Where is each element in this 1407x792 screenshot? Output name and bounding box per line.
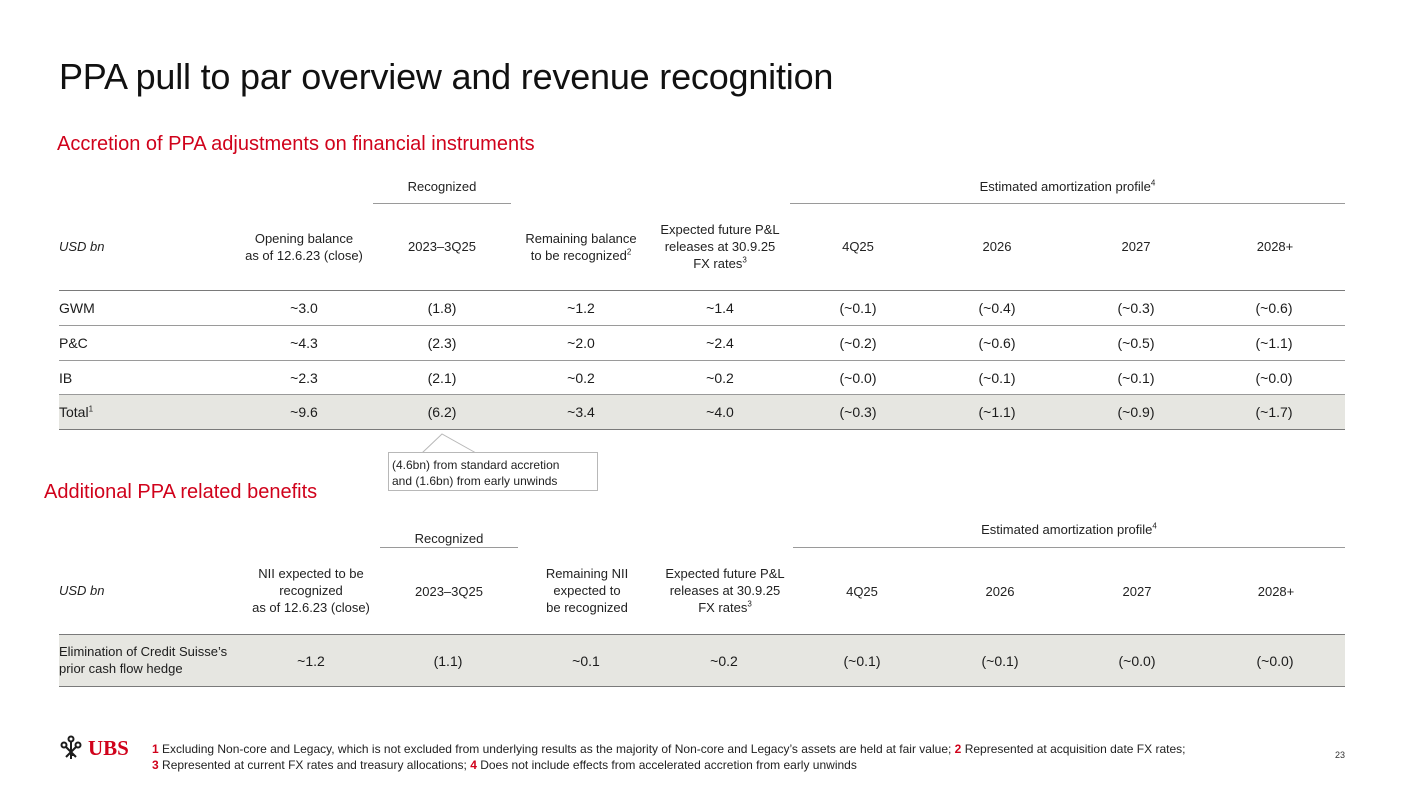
table-cell: (1.1) [433,653,463,669]
col-header-nii-expected: NII expected to be recognized as of 12.6.2… [252,566,370,615]
table-cell: (~0.0) [1118,653,1156,669]
footnotes: 1 Excluding Non-core and Legacy, which i… [152,742,1186,772]
row-label: Total1 [59,404,94,420]
group-header-recognized: Recognized [414,531,484,546]
table-cell: (~0.1) [843,653,881,669]
section-heading-additional: Additional PPA related benefits [44,481,318,503]
row-label: IB [59,370,73,386]
group-rule-estimated [793,547,1345,548]
table-cell: (2.3) [427,335,457,351]
table-cell: (~0.1) [1117,370,1155,386]
callout-pointer [421,433,477,454]
table-cell: (2.1) [427,370,457,386]
table-cell: (~0.2) [839,335,877,351]
col-header-remaining-nii: Remaining NII expected to be recognized [545,566,629,615]
table-cell: ~1.4 [706,300,734,316]
table-cell: (~0.3) [1117,300,1155,316]
col-header-4q25: 4Q25 [846,584,878,599]
row-label-cash-flow-hedge: Elimination of Credit Suisse’s prior cash… [59,644,228,676]
group-header-estimated: Estimated amortization profile4 [981,521,1157,537]
table-cell: (~1.1) [978,404,1016,420]
data-row-background [59,635,1345,686]
unit-label: USD bn [59,583,105,598]
table-cell: ~1.2 [567,300,595,316]
table-cell: (~0.1) [839,300,877,316]
callout-box: (4.6bn) from standard accretion and (1.6… [388,452,598,491]
table-cell: ~4.3 [290,335,318,351]
row-divider [59,394,1345,395]
table-cell: (~0.9) [1117,404,1155,420]
table-cell: (~0.0) [1255,370,1293,386]
table-cell: ~3.4 [567,404,595,420]
header-divider [59,290,1345,291]
table-cell: (~0.5) [1117,335,1155,351]
table-cell: (~0.3) [839,404,877,420]
table-cell: (~1.1) [1255,335,1293,351]
table-cell: ~0.1 [572,653,600,669]
col-header-recognized-period: 2023–3Q25 [408,239,476,254]
total-row-background [59,395,1345,429]
group-header-estimated: Estimated amortization profile4 [979,178,1156,194]
table-cell: (~0.0) [839,370,877,386]
table-cell: ~0.2 [567,370,595,386]
table-cell: ~2.4 [706,335,734,351]
table-cell: ~4.0 [706,404,734,420]
table-cell: (~0.1) [978,370,1016,386]
col-header-recognized-period: 2023–3Q25 [415,584,483,599]
col-header-2026: 2026 [982,239,1012,254]
table-cell: ~2.0 [567,335,595,351]
col-header-2028-plus: 2028+ [1256,239,1294,254]
logo-text: UBS [88,735,129,760]
group-rule-estimated [790,203,1345,204]
keys-icon [60,735,82,759]
table-cell: (6.2) [427,404,457,420]
callout-line: (4.6bn) from standard accretion [392,458,560,472]
unit-label: USD bn [59,239,105,254]
col-header-2026: 2026 [985,584,1015,599]
table-cell: ~3.0 [290,300,318,316]
row-label: P&C [59,335,88,351]
section-heading-accretion: Accretion of PPA adjustments on financia… [57,133,535,155]
table-cell: (~0.0) [1256,653,1294,669]
row-divider [59,325,1345,326]
ubs-logo: UBS [59,735,129,761]
table-cell: ~0.2 [710,653,738,669]
table-cell: (1.8) [427,300,457,316]
table-cell: (~0.4) [978,300,1016,316]
table-cell: ~0.2 [706,370,734,386]
col-header-expected-releases: Expected future P&L releases at 30.9.25 FX… [665,566,785,615]
table-cell: ~1.2 [297,653,325,669]
table-bottom-rule [59,429,1345,430]
col-header-4q25: 4Q25 [842,239,874,254]
callout-line: and (1.6bn) from early unwinds [392,474,558,488]
col-header-expected-releases: Expected future P&L releases at 30.9.25 FX… [660,222,780,271]
col-header-opening-balance: Opening balance as of 12.6.23 (close) [245,231,363,263]
table-cell: (~1.7) [1255,404,1293,420]
table-cell: (~0.6) [978,335,1016,351]
group-rule-recognized [380,547,518,548]
group-rule-recognized [373,203,511,204]
table-cell: ~9.6 [290,404,318,420]
row-divider [59,360,1345,361]
col-header-2027: 2027 [1121,239,1151,254]
table-bottom-rule [59,686,1345,687]
page-title: PPA pull to par overview and revenue rec… [59,56,834,97]
col-header-2027: 2027 [1122,584,1152,599]
table-cell: (~0.1) [981,653,1019,669]
group-header-recognized: Recognized [407,179,477,194]
row-label: GWM [59,300,95,316]
table-cell: (~0.6) [1255,300,1293,316]
table-cell: ~2.3 [290,370,318,386]
col-header-remaining-balance: Remaining balance to be recognized2 [525,231,637,263]
header-divider [59,634,1345,635]
col-header-2028-plus: 2028+ [1257,584,1295,599]
page-number: 23 [1335,750,1346,760]
